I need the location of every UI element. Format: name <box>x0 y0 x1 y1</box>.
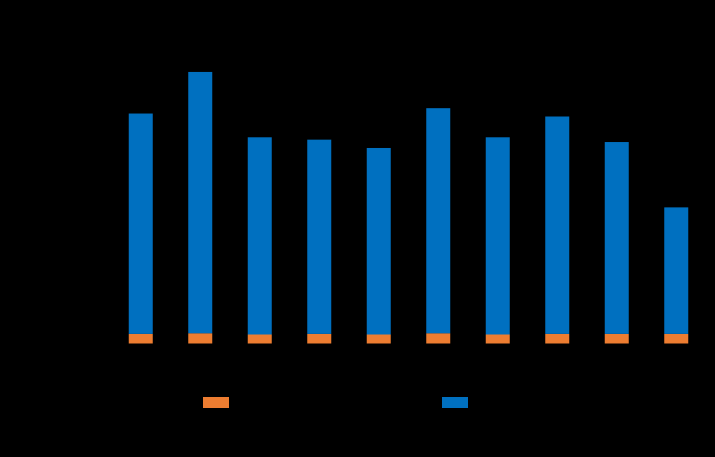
x-tick-label: A8 <box>547 359 568 378</box>
y-tick-label: 2500 <box>57 38 95 57</box>
x-tick-label: A6 <box>428 359 449 378</box>
y-tick-label: 2000 <box>57 97 95 116</box>
bar-A10-series-1 <box>664 333 689 344</box>
bar-A3-series-1 <box>247 334 272 344</box>
bar-A7-series-1 <box>485 334 510 344</box>
bar-A8-series-2 <box>545 116 570 334</box>
bar-A3-series-2 <box>247 137 272 335</box>
x-axis-label: Minták <box>376 437 432 457</box>
bar-A4-series-2 <box>307 139 332 334</box>
x-tick-label: A10 <box>661 359 691 378</box>
y-tick-label: 1500 <box>57 157 95 176</box>
legend-label: felvehető P <box>249 393 334 412</box>
bar-A9-series-1 <box>604 333 629 344</box>
bar-A9-series-2 <box>604 142 629 334</box>
legend-swatch <box>442 397 468 408</box>
bar-A6-series-2 <box>426 108 451 334</box>
bar-A10-series-2 <box>664 207 689 334</box>
bar-A8-series-1 <box>545 333 570 344</box>
bar-A2-series-2 <box>188 71 213 334</box>
y-tick-labels: 0 500 1000 1500 2000 2500 <box>57 38 95 354</box>
x-tick-label: A5 <box>368 359 389 378</box>
x-tick-label: A4 <box>309 359 330 378</box>
x-tick-label: A1 <box>130 359 151 378</box>
y-tick-label: 500 <box>67 276 95 295</box>
x-tick-label: A2 <box>190 359 211 378</box>
x-tick-label: A7 <box>487 359 508 378</box>
legend-label: összes P <box>483 393 552 412</box>
bar-A5-series-2 <box>366 147 391 335</box>
x-tick-label: A3 <box>249 359 270 378</box>
bar-A4-series-1 <box>307 333 332 344</box>
y-axis-label: P (mg/kg) <box>0 159 21 241</box>
legend: felvehető P összes P <box>203 393 552 412</box>
bar-series <box>128 71 689 344</box>
x-tick-labels: A1 A2 A3 A4 A5 A6 A7 A8 A9 A10 <box>130 359 691 378</box>
bar-A2-series-1 <box>188 333 213 344</box>
legend-swatch <box>203 397 229 408</box>
bar-A1-series-1 <box>128 333 153 344</box>
bar-A6-series-1 <box>426 333 451 344</box>
bar-A7-series-2 <box>485 137 510 335</box>
y-tick-label: 1000 <box>57 216 95 235</box>
chart-title: Fújatás után <box>335 1 451 24</box>
x-tick-label: A9 <box>606 359 627 378</box>
bar-A5-series-1 <box>366 334 391 344</box>
bar-A1-series-2 <box>128 113 153 334</box>
y-tick-label: 0 <box>86 335 95 354</box>
